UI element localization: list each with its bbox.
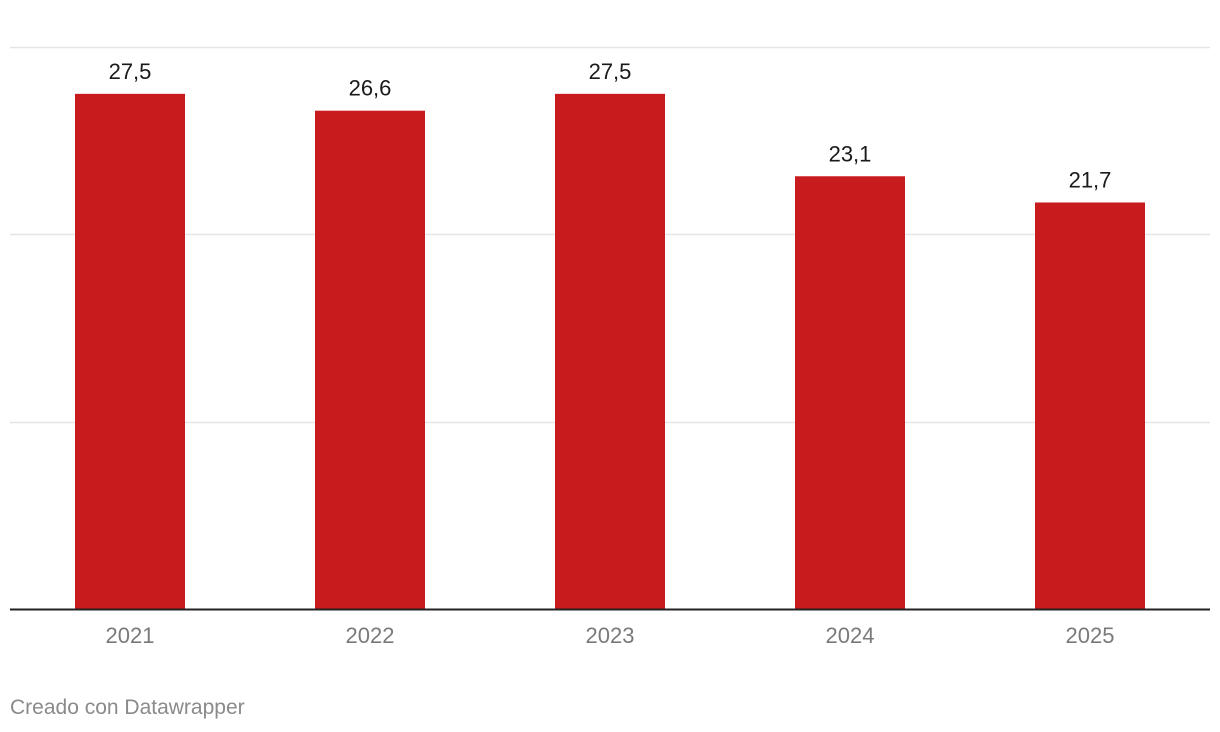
x-axis: 2021 2022 2023 2024 2025 (10, 608, 1210, 648)
x-tick-label-2024: 2024 (826, 623, 875, 648)
x-tick-label-2025: 2025 (1066, 623, 1115, 648)
x-tick-label-2021: 2021 (106, 623, 155, 648)
x-tick-label-2022: 2022 (346, 623, 395, 648)
value-label-2025: 21,7 (1069, 167, 1112, 192)
value-label-2024: 23,1 (829, 141, 872, 166)
bar-2021 (75, 93, 185, 610)
x-tick-label-2023: 2023 (586, 623, 635, 648)
bar-2022 (315, 110, 425, 610)
bars (75, 93, 1145, 610)
bar-2023 (555, 93, 665, 610)
value-label-2021: 27,5 (109, 59, 152, 84)
value-label-2022: 26,6 (349, 76, 392, 101)
bar-chart: 27,526,627,523,121,7 2021 2022 2023 2024 202… (10, 46, 1210, 648)
value-label-2023: 27,5 (589, 59, 632, 84)
value-labels: 27,5 26,6 27,5 23,1 21,7 (109, 59, 1112, 193)
footer-credit: Creado con Datawrapper (10, 696, 245, 719)
bar-2025 (1035, 202, 1145, 609)
bar-2024 (795, 176, 905, 609)
